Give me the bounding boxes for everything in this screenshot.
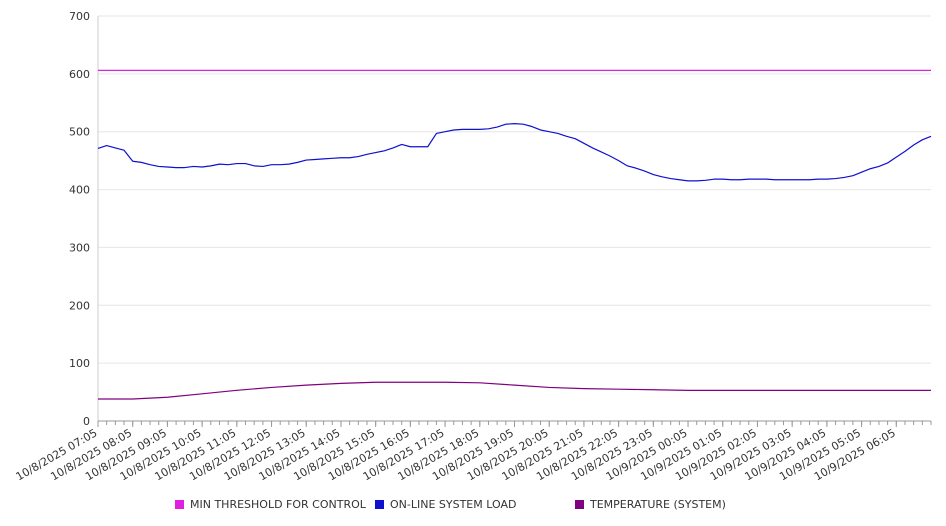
legend-item-temperature: TEMPERATURE (SYSTEM) (575, 498, 726, 511)
y-tick-label: 100 (69, 357, 90, 370)
y-tick-label: 700 (69, 10, 90, 23)
legend-swatch (575, 500, 584, 509)
series-line-1 (97, 123, 932, 182)
legend-label: TEMPERATURE (SYSTEM) (590, 498, 726, 511)
y-tick-label: 200 (69, 299, 90, 312)
legend-label: MIN THRESHOLD FOR CONTROL (190, 498, 366, 511)
legend-swatch (175, 500, 184, 509)
y-tick-label: 0 (83, 415, 90, 428)
legend-swatch (375, 500, 384, 509)
legend: MIN THRESHOLD FOR CONTROL ON-LINE SYSTEM… (0, 496, 946, 516)
y-tick-label: 300 (69, 241, 90, 254)
y-tick-label: 400 (69, 184, 90, 197)
y-tick-label: 500 (69, 126, 90, 139)
series-line-2 (98, 381, 931, 400)
legend-item-system-load: ON-LINE SYSTEM LOAD (375, 498, 516, 511)
y-tick-label: 600 (69, 68, 90, 81)
legend-label: ON-LINE SYSTEM LOAD (390, 498, 517, 511)
legend-item-min-threshold: MIN THRESHOLD FOR CONTROL (175, 498, 366, 511)
